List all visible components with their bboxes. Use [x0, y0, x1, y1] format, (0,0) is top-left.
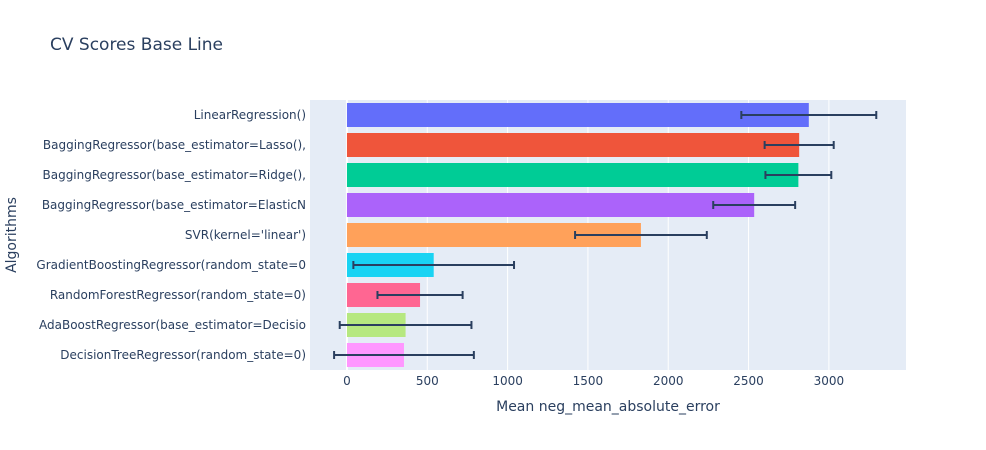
y-tick-label: SVR(kernel='linear')	[185, 228, 306, 242]
x-tick-label: 3000	[814, 374, 845, 388]
error-bar	[352, 261, 516, 269]
y-tick-label: AdaBoostRegressor(base_estimator=Decisio	[39, 318, 306, 332]
y-tick-label: BaggingRegressor(base_estimator=Lasso(),	[43, 138, 306, 152]
error-bar	[712, 201, 797, 209]
error-bar	[740, 111, 878, 119]
error-bar	[376, 291, 464, 299]
error-bar	[333, 351, 475, 359]
x-tick-label: 0	[343, 374, 351, 388]
y-tick-labels: LinearRegression() BaggingRegressor(base_…	[36, 108, 306, 362]
bar	[346, 193, 755, 217]
x-tick-label: 1000	[492, 374, 523, 388]
x-tick-label: 1500	[573, 374, 604, 388]
chart-title: CV Scores Base Line	[50, 35, 223, 55]
y-tick-label: RandomForestRegressor(random_state=0)	[50, 288, 306, 302]
error-bar	[763, 141, 835, 149]
y-tick-label: LinearRegression()	[194, 108, 306, 122]
x-tick-label: 500	[416, 374, 439, 388]
x-tick-label: 2500	[733, 374, 764, 388]
y-axis-title: Algorithms	[4, 197, 20, 273]
x-tick-labels: 0 500 1000 1500 2000 2500 3000	[343, 374, 844, 388]
error-bar	[338, 321, 473, 329]
error-bar	[574, 231, 708, 239]
x-axis-title: Mean neg_mean_absolute_error	[496, 399, 720, 415]
error-bar	[764, 171, 833, 179]
y-tick-label: BaggingRegressor(base_estimator=Ridge(),	[42, 168, 306, 182]
y-tick-label: GradientBoostingRegressor(random_state=0	[36, 258, 306, 272]
error-bars	[333, 111, 878, 359]
bar	[346, 163, 799, 187]
bar	[346, 103, 809, 127]
x-tick-label: 2000	[653, 374, 684, 388]
bar	[346, 133, 800, 157]
y-tick-label: DecisionTreeRegressor(random_state=0)	[60, 348, 306, 362]
y-tick-label: BaggingRegressor(base_estimator=ElasticN	[42, 198, 306, 212]
